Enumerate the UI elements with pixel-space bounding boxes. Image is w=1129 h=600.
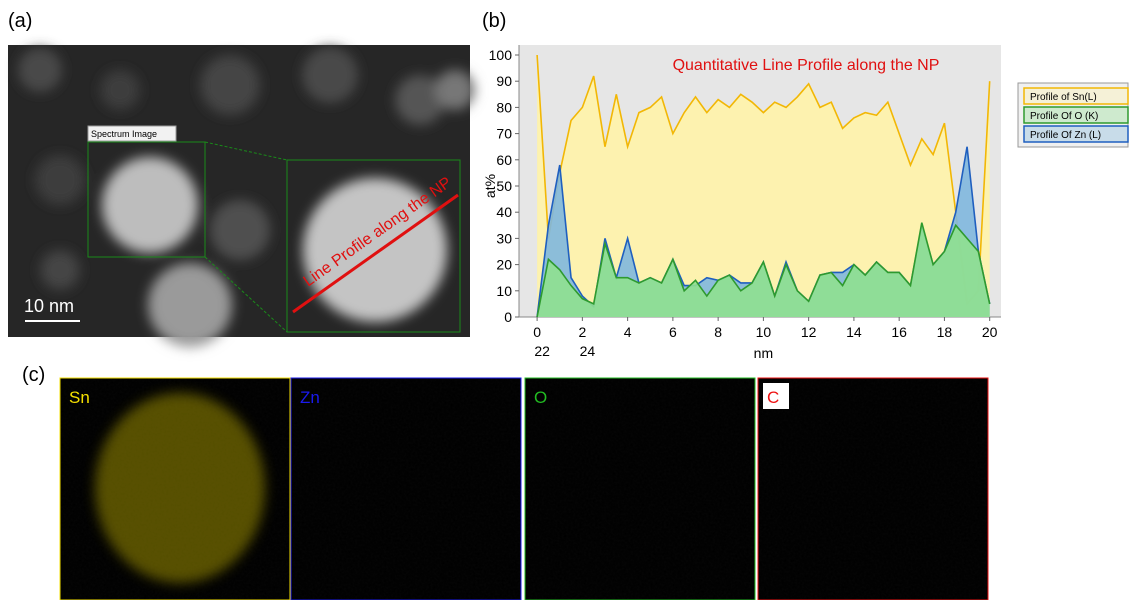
map-label-box [763, 383, 789, 409]
y-tick-label: 0 [504, 309, 512, 325]
map-border [524, 377, 756, 600]
legend-swatch [1023, 106, 1129, 124]
y-tick-label: 50 [496, 178, 512, 194]
map-border [59, 377, 291, 600]
series-line [536, 222, 991, 318]
map-border [290, 377, 522, 600]
y-tick-label: 70 [496, 126, 512, 142]
x-tick-label: 4 [624, 324, 632, 340]
x-tick-label: 0 [533, 324, 541, 340]
x-tick-label: 10 [756, 324, 772, 340]
x-tick-label: 18 [937, 324, 953, 340]
x-tick-label: 8 [714, 324, 722, 340]
element-maps: Sn Zn O C [59, 377, 989, 600]
map-label: C [767, 388, 779, 407]
y-tick-label: 10 [496, 283, 512, 299]
map-label: Zn [300, 388, 320, 407]
y-axis-label: at% [482, 174, 498, 198]
panel-label: (c) [22, 364, 45, 386]
map-label: O [534, 388, 547, 407]
micrograph [8, 45, 475, 347]
x-axis-label: nm [754, 345, 773, 361]
legend-label: Profile Of O (K) [1030, 111, 1098, 122]
y-tick-label: 20 [496, 257, 512, 273]
series-area [537, 55, 990, 317]
series-line [536, 54, 991, 306]
map-border [757, 377, 989, 600]
chart-title: Quantitative Line Profile along the NP [673, 57, 940, 74]
map-label: Sn [69, 388, 90, 407]
legend-box [1017, 82, 1129, 148]
legend-swatch [1023, 87, 1129, 105]
legend-label: Profile Of Zn (L) [1030, 130, 1101, 141]
y-tick-label: 40 [496, 204, 512, 220]
y-tick-label: 80 [496, 99, 512, 115]
legend-label: Profile of Sn(L) [1030, 92, 1097, 103]
x-tick-label: 16 [891, 324, 907, 340]
panel-label: (a) [8, 10, 32, 32]
panel-label: (b) [482, 10, 506, 32]
x-tick-label: 14 [846, 324, 862, 340]
series-area [537, 222, 990, 317]
x-tick-label: 12 [801, 324, 817, 340]
legend-swatch [1023, 125, 1129, 143]
x-tick-label: 20 [982, 324, 998, 340]
y-tick-label: 30 [496, 230, 512, 246]
y-tick-label: 60 [496, 152, 512, 168]
y-tick-label: 100 [489, 47, 513, 63]
scale-bar-label: 10 nm [24, 296, 74, 316]
x-tick-label: 22 [534, 343, 550, 359]
x-tick-label: 6 [669, 324, 677, 340]
map-signal [291, 378, 521, 600]
x-tick-label: 24 [580, 343, 596, 359]
map-particle [95, 393, 265, 583]
x-tick-label: 2 [578, 324, 586, 340]
map-signal [525, 378, 755, 600]
y-tick-label: 90 [496, 73, 512, 89]
inset-label: Spectrum Image [91, 129, 157, 139]
map-signal [758, 378, 988, 600]
